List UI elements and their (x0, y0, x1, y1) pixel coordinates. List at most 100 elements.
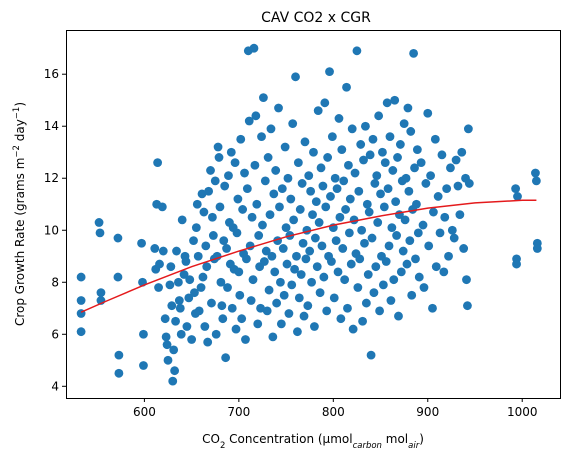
data-point (190, 288, 199, 298)
data-point (381, 257, 391, 266)
data-point (162, 340, 172, 350)
y-tick-label: 14 (44, 119, 59, 133)
data-point (396, 267, 406, 277)
data-point (398, 246, 408, 256)
y-tick-label: 8 (51, 275, 59, 289)
data-point (213, 142, 223, 152)
data-point (412, 199, 421, 209)
data-point (395, 140, 405, 149)
data-point (388, 166, 398, 175)
data-point (446, 163, 455, 173)
data-point (219, 236, 229, 246)
data-point (327, 257, 336, 266)
data-point (166, 262, 176, 272)
x-axis: 600 700 800 900 1000 (133, 398, 537, 419)
data-point (463, 301, 472, 311)
data-point (293, 158, 303, 168)
data-point (247, 212, 257, 222)
data-point (386, 296, 396, 305)
data-point (361, 298, 371, 308)
data-point (295, 205, 305, 214)
data-point (442, 184, 452, 194)
y-tick-label: 6 (51, 327, 59, 341)
data-point (363, 270, 373, 279)
data-point (250, 160, 260, 170)
data-point (155, 259, 164, 269)
fit-curve (80, 199, 537, 313)
data-point (322, 306, 332, 316)
data-point (296, 270, 306, 279)
data-point (301, 254, 311, 264)
data-point (406, 127, 416, 136)
data-point (403, 103, 413, 113)
data-point (512, 259, 521, 269)
data-point (232, 228, 242, 238)
data-point (154, 283, 163, 292)
data-point (230, 158, 240, 168)
data-point (429, 207, 438, 217)
data-point (226, 147, 236, 157)
data-point (189, 236, 198, 246)
data-point (383, 184, 393, 194)
data-point (451, 155, 461, 165)
data-point (240, 168, 249, 178)
data-point (181, 257, 191, 266)
data-point (253, 319, 263, 329)
data-point (179, 270, 189, 279)
data-point (314, 218, 324, 227)
y-tick-label: 10 (44, 223, 59, 237)
data-point (248, 275, 258, 285)
scatter-points (76, 43, 542, 386)
data-point (330, 173, 340, 183)
data-point (300, 137, 310, 147)
data-point (306, 186, 316, 196)
data-point (364, 207, 374, 217)
data-point (387, 223, 397, 233)
data-point (416, 158, 426, 168)
data-point (453, 181, 463, 191)
data-point (447, 225, 457, 235)
data-point (355, 254, 365, 264)
data-point (284, 309, 294, 318)
data-point (380, 158, 390, 168)
data-point (94, 218, 104, 227)
data-point (139, 329, 148, 339)
data-point (366, 350, 376, 360)
data-point (220, 181, 230, 191)
data-point (282, 259, 292, 269)
data-point (224, 171, 233, 181)
data-point (182, 322, 192, 331)
data-point (374, 111, 384, 121)
data-point (172, 246, 181, 256)
data-point (292, 251, 301, 261)
data-point (399, 119, 409, 129)
data-point (215, 202, 225, 212)
data-point (202, 262, 212, 272)
x-tick-label: 600 (133, 405, 156, 419)
data-point (174, 277, 183, 287)
data-point (365, 150, 375, 160)
data-point (393, 153, 402, 162)
data-point (237, 314, 247, 324)
data-point (198, 272, 208, 282)
data-point (333, 267, 343, 277)
data-point (513, 192, 522, 201)
data-point (531, 168, 540, 178)
data-point (274, 103, 283, 113)
data-point (271, 166, 281, 175)
data-point (276, 319, 286, 329)
data-point (299, 311, 309, 321)
data-point (341, 205, 350, 214)
data-point (308, 210, 317, 220)
data-point (153, 158, 163, 168)
data-point (165, 280, 175, 290)
data-point (352, 46, 362, 56)
data-point (114, 350, 124, 360)
data-point (411, 254, 420, 264)
data-point (259, 257, 269, 266)
data-point (208, 231, 218, 240)
data-point (249, 43, 259, 53)
data-point (76, 327, 86, 337)
data-point (369, 288, 379, 298)
